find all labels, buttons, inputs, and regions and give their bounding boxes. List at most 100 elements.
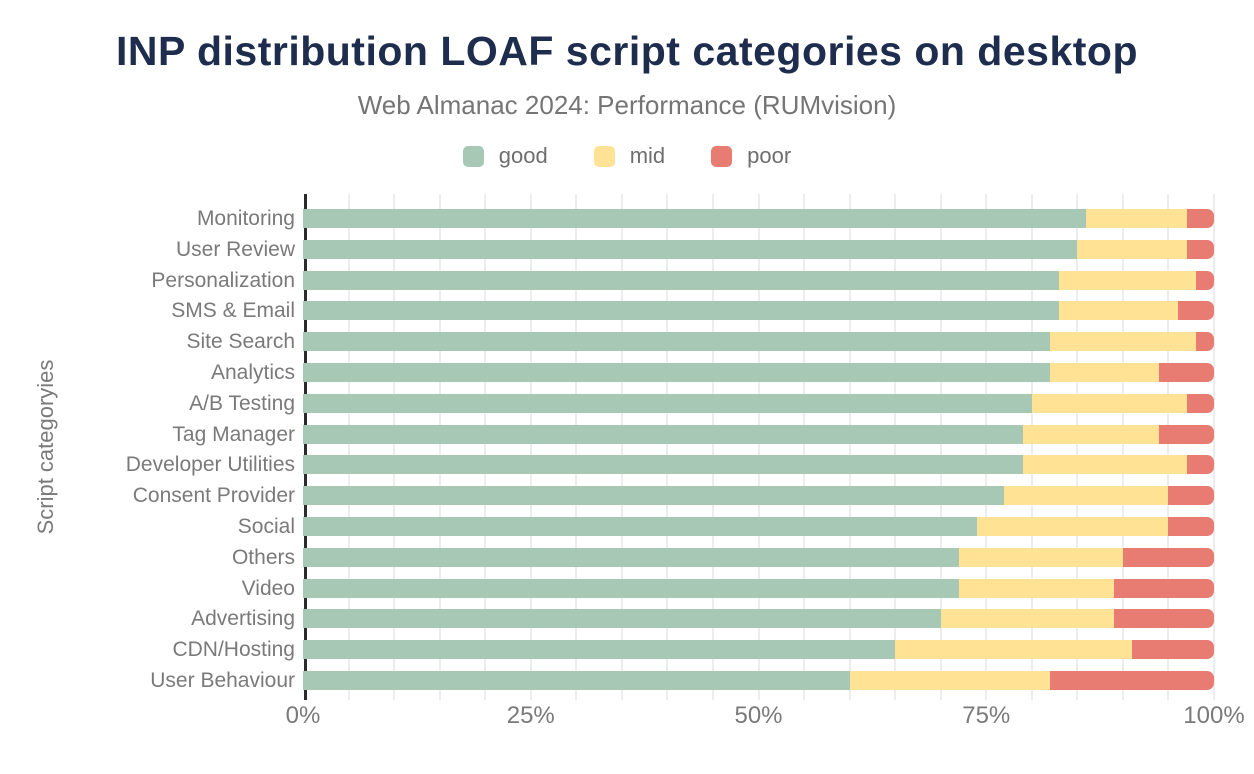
bar-row (303, 270, 1214, 290)
chart-title: INP distribution LOAF script categories … (115, 28, 1139, 74)
x-tick-label: 75% (962, 702, 1011, 729)
x-tick-label: 50% (734, 702, 783, 729)
bar-segment-mid (1077, 239, 1187, 259)
bar-segment-poor (1159, 363, 1214, 382)
category-label: Consent Provider (132, 484, 295, 508)
gridline (529, 194, 532, 700)
bar-segment-good (303, 609, 941, 629)
bar-segment-poor (1050, 671, 1214, 690)
bar-segment-good (303, 671, 850, 690)
bar-segment-good (303, 486, 1005, 506)
x-tick-label: 0% (285, 702, 321, 729)
gridline (666, 194, 669, 700)
bar-segment-good (303, 332, 1051, 352)
legend-swatch-mid (593, 145, 615, 167)
x-axis-labels: 0% 25% 50% 75% 100% (286, 702, 1245, 732)
bar-segment-good (303, 517, 978, 536)
bar-segment-mid (1050, 363, 1160, 382)
bar-segment-mid (977, 517, 1169, 536)
bar-segment-poor (1177, 301, 1214, 321)
legend-label: poor (747, 143, 792, 168)
bar-segment-mid (1031, 393, 1187, 413)
bar-row (303, 486, 1214, 506)
category-label: SMS & Email (171, 299, 295, 323)
gridline (894, 194, 897, 700)
x-tick-label: 25% (506, 702, 555, 729)
bar-segment-poor (1122, 547, 1214, 567)
bar-row (303, 332, 1214, 352)
category-label: User Behaviour (150, 669, 295, 692)
gridline (711, 194, 714, 700)
y-axis-line (304, 194, 307, 700)
bar-segment-good (303, 455, 1023, 475)
bar-segment-poor (1195, 270, 1214, 290)
gridline (620, 194, 623, 700)
category-label: Personalization (151, 268, 295, 292)
category-label: Tag Manager (172, 422, 295, 446)
gridline (1167, 194, 1170, 700)
gridline (1213, 194, 1215, 700)
bar-segment-good (303, 301, 1060, 321)
bar-segment-mid (1050, 332, 1196, 352)
gridline (438, 194, 441, 700)
bar-segment-mid (849, 671, 1050, 690)
legend-item-mid: mid (593, 143, 666, 169)
bar-segment-good (303, 209, 1087, 228)
bar-segment-poor (1113, 609, 1214, 629)
bar-segment-mid (1059, 301, 1178, 321)
legend-item-good: good (462, 143, 548, 169)
gridline (1030, 194, 1033, 700)
gridline (575, 194, 578, 700)
bar-row (303, 671, 1214, 690)
gridline (393, 194, 396, 700)
bar-row (303, 517, 1214, 536)
category-label: Social (237, 515, 295, 538)
gridline (848, 194, 851, 700)
bar-row (303, 393, 1214, 413)
category-label: Analytics (210, 361, 295, 384)
gridline (1076, 194, 1079, 700)
bar-segment-poor (1186, 209, 1214, 228)
gridline (1121, 194, 1124, 700)
bar-segment-poor (1168, 486, 1214, 506)
chart-subtitle: Web Almanac 2024: Performance (RUMvision… (357, 90, 897, 120)
legend-swatch-poor (711, 145, 733, 167)
category-label: Site Search (186, 330, 295, 354)
gridline (939, 194, 942, 700)
bar-segment-poor (1159, 424, 1214, 444)
legend-label: mid (629, 143, 666, 168)
bar-row (303, 609, 1214, 629)
category-label: Developer Utilities (125, 453, 295, 477)
bar-row (303, 455, 1214, 475)
y-axis-category-labels: Monitoring User Review Personalization SMS … (0, 194, 295, 700)
gridline (347, 194, 350, 700)
bar-segment-good (303, 578, 959, 598)
bar-segment-mid (1086, 209, 1187, 228)
bar-row (303, 209, 1214, 228)
gridline (803, 194, 806, 700)
gridline (484, 194, 487, 700)
category-label: Advertising (191, 607, 295, 631)
bar-row (303, 547, 1214, 567)
legend-swatch-good (462, 145, 484, 167)
bar-segment-mid (1022, 424, 1160, 444)
gridline (757, 194, 760, 700)
legend-label: good (498, 143, 548, 168)
bar-segment-good (303, 239, 1078, 259)
bar-segment-poor (1186, 239, 1214, 259)
bar-segment-mid (940, 609, 1114, 629)
bar-segment-poor (1113, 578, 1214, 598)
bar-segment-good (303, 270, 1060, 290)
bar-segment-poor (1168, 517, 1214, 536)
bar-row (303, 239, 1214, 259)
bar-segment-good (303, 393, 1032, 413)
bar-segment-mid (958, 578, 1114, 598)
plot-area (303, 194, 1215, 700)
bar-segment-good (303, 547, 959, 567)
legend-item-poor: poor (711, 143, 791, 169)
bar-segment-poor (1186, 455, 1214, 475)
bar-segment-mid (1022, 455, 1187, 475)
bar-segment-mid (958, 547, 1123, 567)
category-label: A/B Testing (189, 391, 295, 415)
